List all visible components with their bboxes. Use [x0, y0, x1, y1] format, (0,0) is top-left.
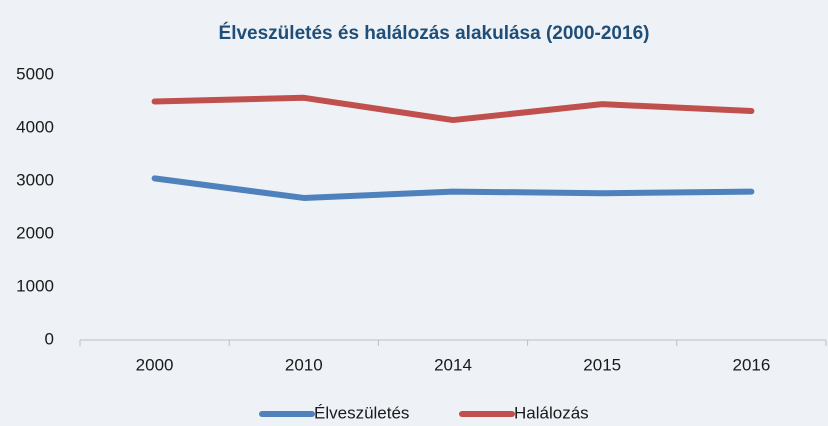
y-tick-label: 0 [45, 329, 54, 348]
series-line [151, 175, 755, 201]
x-tick-label: 2010 [285, 355, 323, 374]
y-tick-label: 3000 [16, 170, 54, 189]
x-tick-label: 2015 [583, 355, 621, 374]
legend-label: Halálozás [514, 403, 589, 422]
y-tick-label: 1000 [16, 276, 54, 295]
x-tick-label: 2016 [732, 355, 770, 374]
y-tick-label: 5000 [16, 64, 54, 83]
x-tick-label: 2000 [136, 355, 174, 374]
x-tick-label: 2014 [434, 355, 472, 374]
y-tick-label: 4000 [16, 117, 54, 136]
legend-label: Élveszületés [314, 403, 409, 422]
chart-title: Élveszületés és halálozás alakulása (200… [219, 22, 650, 44]
y-tick-label: 2000 [16, 223, 54, 242]
series-line [151, 94, 755, 124]
